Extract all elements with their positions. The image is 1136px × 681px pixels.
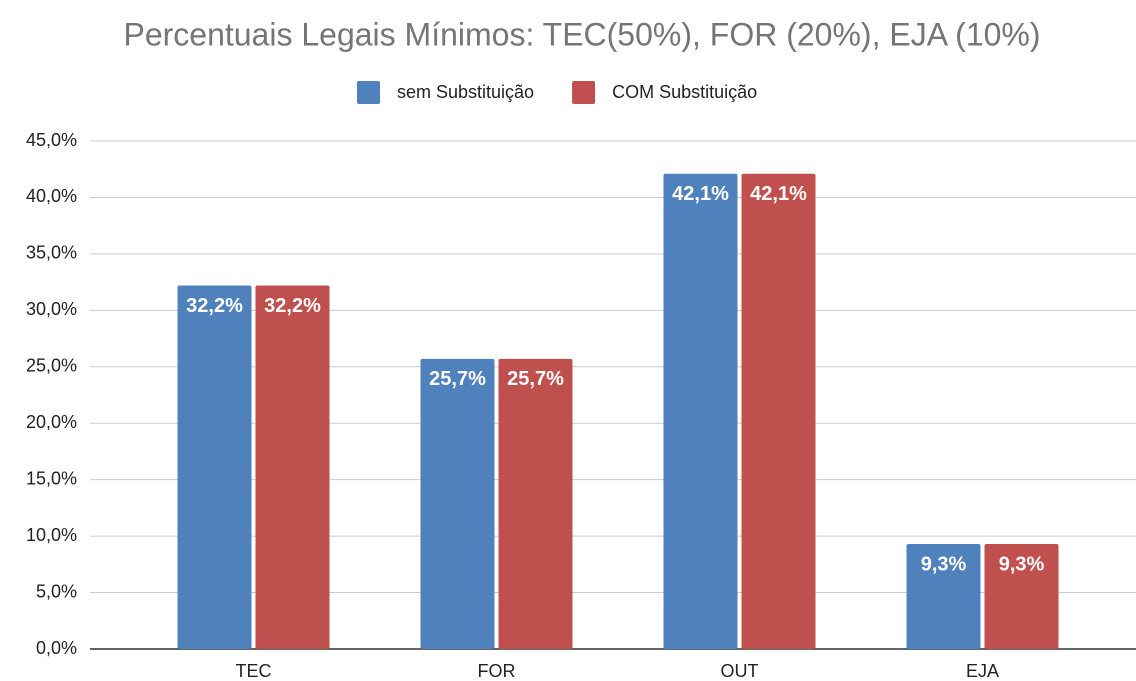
value-label: 25,7% bbox=[507, 368, 564, 390]
bar bbox=[420, 358, 495, 649]
legend-label: COM Substituição bbox=[612, 82, 757, 102]
y-tick-label: 5,0% bbox=[36, 581, 77, 601]
x-tick-label: FOR bbox=[478, 661, 516, 681]
y-tick-label: 40,0% bbox=[26, 186, 77, 206]
y-tick-label: 45,0% bbox=[26, 130, 77, 150]
value-label: 9,3% bbox=[999, 553, 1045, 575]
y-tick-label: 10,0% bbox=[26, 525, 77, 545]
value-label: 32,2% bbox=[186, 295, 243, 317]
y-tick-label: 30,0% bbox=[26, 299, 77, 319]
bar bbox=[177, 285, 252, 649]
chart-title: Percentuais Legais Mínimos: TEC(50%), FO… bbox=[123, 16, 1040, 52]
x-tick-label: TEC bbox=[236, 661, 272, 681]
y-tick-label: 35,0% bbox=[26, 243, 77, 263]
bar bbox=[906, 544, 981, 649]
value-label: 42,1% bbox=[672, 183, 729, 205]
y-tick-label: 25,0% bbox=[26, 356, 77, 376]
legend-swatch bbox=[357, 81, 380, 104]
legend-swatch bbox=[572, 81, 596, 104]
bar bbox=[663, 173, 738, 649]
bar bbox=[984, 544, 1059, 649]
x-tick-label: OUT bbox=[721, 661, 759, 681]
value-label: 9,3% bbox=[921, 553, 967, 575]
value-label: 42,1% bbox=[750, 183, 807, 205]
value-label: 25,7% bbox=[429, 368, 486, 390]
value-label: 32,2% bbox=[264, 295, 321, 317]
y-tick-label: 15,0% bbox=[26, 468, 77, 488]
bar bbox=[741, 173, 816, 649]
bar bbox=[255, 285, 330, 649]
bar bbox=[498, 358, 573, 649]
y-tick-label: 20,0% bbox=[26, 412, 77, 432]
y-tick-label: 0,0% bbox=[36, 638, 77, 658]
x-tick-label: EJA bbox=[966, 661, 999, 681]
legend-label: sem Substituição bbox=[397, 82, 534, 102]
